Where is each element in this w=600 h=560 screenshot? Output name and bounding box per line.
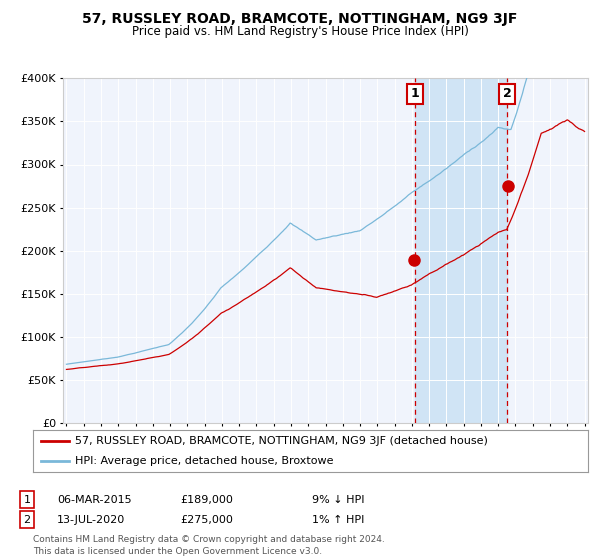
Text: 06-MAR-2015: 06-MAR-2015: [57, 494, 131, 505]
Text: 2: 2: [23, 515, 31, 525]
Text: 57, RUSSLEY ROAD, BRAMCOTE, NOTTINGHAM, NG9 3JF: 57, RUSSLEY ROAD, BRAMCOTE, NOTTINGHAM, …: [82, 12, 518, 26]
Text: 2: 2: [503, 87, 512, 100]
Text: £275,000: £275,000: [180, 515, 233, 525]
Text: 9% ↓ HPI: 9% ↓ HPI: [312, 494, 365, 505]
Text: 1: 1: [23, 494, 31, 505]
Text: 57, RUSSLEY ROAD, BRAMCOTE, NOTTINGHAM, NG9 3JF (detached house): 57, RUSSLEY ROAD, BRAMCOTE, NOTTINGHAM, …: [74, 436, 487, 446]
Bar: [415, 78, 508, 423]
Text: HPI: Average price, detached house, Broxtowe: HPI: Average price, detached house, Brox…: [74, 456, 333, 466]
Text: 1% ↑ HPI: 1% ↑ HPI: [312, 515, 364, 525]
Text: Contains HM Land Registry data © Crown copyright and database right 2024.
This d: Contains HM Land Registry data © Crown c…: [33, 535, 385, 556]
Text: 13-JUL-2020: 13-JUL-2020: [57, 515, 125, 525]
Text: 1: 1: [410, 87, 419, 100]
Text: £189,000: £189,000: [180, 494, 233, 505]
Text: Price paid vs. HM Land Registry's House Price Index (HPI): Price paid vs. HM Land Registry's House …: [131, 25, 469, 38]
